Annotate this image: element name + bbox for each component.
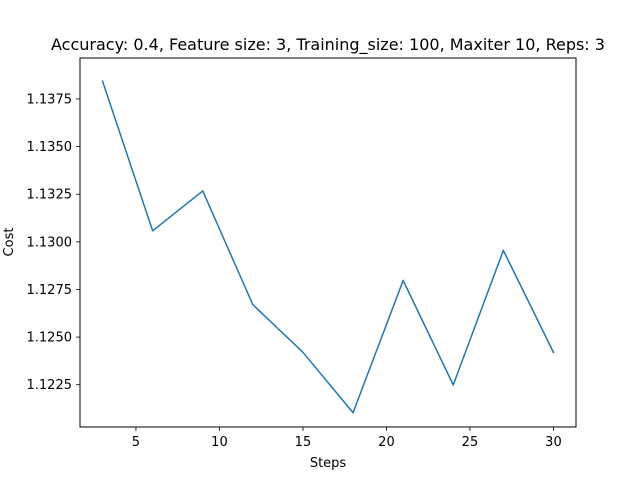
x-tick-label: 25: [462, 435, 479, 450]
data-point: [202, 190, 204, 192]
data-point: [352, 411, 354, 414]
x-tick-label: 30: [545, 435, 562, 450]
x-axis-label: Steps: [310, 456, 347, 471]
x-tick-label: 5: [132, 435, 140, 450]
y-tick-label: 1.1225: [27, 378, 73, 393]
x-axis: 5 10 15 20 25 30: [132, 427, 562, 450]
x-tick-label: 15: [295, 435, 312, 450]
data-point: [402, 279, 404, 282]
plot-area: [101, 80, 555, 414]
data-point: [151, 230, 154, 232]
chart-title: Accuracy: 0.4, Feature size: 3, Training…: [51, 35, 605, 55]
y-tick-label: 1.1325: [27, 188, 73, 203]
y-tick-label: 1.1275: [27, 283, 73, 298]
y-axis: 1.1225 1.1250 1.1275 1.1300 1.1325 1.1350 1.13…: [27, 92, 80, 393]
y-tick-label: 1.1250: [27, 331, 73, 346]
series-line-0: [101, 80, 555, 414]
x-tick-label: 20: [378, 435, 395, 450]
data-point: [552, 351, 555, 354]
x-tick-label: 10: [211, 435, 228, 450]
data-point: [302, 351, 304, 354]
plot-frame: [79, 57, 577, 428]
data-point: [101, 80, 104, 82]
data-point: [252, 303, 254, 306]
data-point: [502, 249, 505, 252]
y-tick-label: 1.1350: [27, 140, 73, 155]
y-tick-label: 1.1375: [27, 92, 73, 107]
y-axis-label: Cost: [2, 228, 17, 257]
y-tick-label: 1.1300: [27, 235, 73, 250]
data-point: [452, 384, 454, 386]
